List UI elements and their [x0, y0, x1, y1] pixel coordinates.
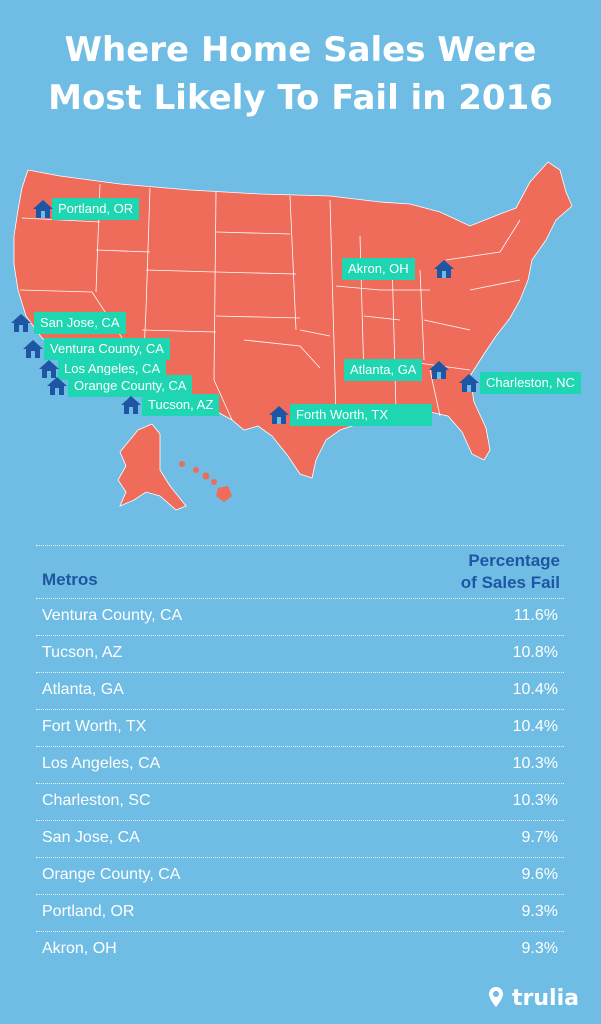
house-icon	[33, 200, 53, 218]
fail-percentage: 9.3%	[521, 903, 558, 920]
metro-name: San Jose, CA	[42, 829, 140, 846]
map-label-fort-worth: Forth Worth, TX	[290, 404, 432, 426]
map-label-san-jose: San Jose, CA	[34, 312, 126, 334]
metro-name: Tucson, AZ	[42, 644, 123, 661]
metro-name: Portland, OR	[42, 903, 135, 920]
house-icon	[121, 396, 141, 414]
fail-percentage: 9.6%	[521, 866, 558, 883]
metro-name: Charleston, SC	[42, 792, 151, 809]
logo-text: trulia	[512, 986, 579, 1011]
house-icon	[269, 406, 289, 424]
map-label-ventura-county: Ventura County, CA	[44, 338, 170, 360]
metro-name: Los Angeles, CA	[42, 755, 161, 772]
house-icon	[429, 361, 449, 379]
trulia-logo: trulia	[488, 986, 579, 1011]
map-label-akron: Akron, OH	[342, 258, 415, 280]
page-title: Where Home Sales Were Most Likely To Fai…	[0, 26, 601, 122]
metro-name: Orange County, CA	[42, 866, 181, 883]
fail-percentage: 11.6%	[513, 607, 558, 624]
col-header-percentage-line1: Percentage	[468, 551, 560, 570]
map-label-atlanta: Atlanta, GA	[344, 359, 423, 381]
metros-table: Metros Percentage of Sales Fail Ventura …	[36, 545, 564, 968]
table-row: Atlanta, GA 10.4%	[36, 672, 564, 709]
col-header-percentage-line2: of Sales Fail	[460, 573, 560, 592]
hawaii-shape	[179, 461, 232, 502]
table-row: Charleston, SC 10.3%	[36, 783, 564, 820]
title-line-1: Where Home Sales Were	[64, 30, 537, 70]
map-label-orange-county: Orange County, CA	[68, 375, 193, 397]
metro-name: Atlanta, GA	[42, 681, 124, 698]
table-row: Ventura County, CA 11.6%	[36, 598, 564, 635]
table-top-divider	[36, 545, 564, 546]
map-label-portland: Portland, OR	[52, 198, 140, 220]
house-icon	[23, 340, 43, 358]
table-row: Tucson, AZ 10.8%	[36, 635, 564, 672]
map-pin-icon	[489, 987, 504, 1007]
map-label-charleston: Charleston, NC	[480, 372, 581, 394]
fail-percentage: 10.3%	[512, 755, 558, 772]
table-row: Fort Worth, TX 10.4%	[36, 709, 564, 746]
house-icon	[39, 360, 59, 378]
col-header-percentage: Percentage of Sales Fail	[461, 550, 560, 594]
house-icon	[11, 314, 31, 332]
table-row: Orange County, CA 9.6%	[36, 857, 564, 894]
title-line-2: Most Likely To Fail in 2016	[48, 78, 553, 118]
table-row: San Jose, CA 9.7%	[36, 820, 564, 857]
house-icon	[47, 377, 67, 395]
fail-percentage: 9.3%	[521, 940, 558, 957]
fail-percentage: 9.7%	[521, 829, 558, 846]
table-row: Akron, OH 9.3%	[36, 931, 564, 968]
table-row: Los Angeles, CA 10.3%	[36, 746, 564, 783]
fail-percentage: 10.4%	[512, 718, 558, 735]
fail-percentage: 10.3%	[512, 792, 558, 809]
table-header: Metros Percentage of Sales Fail	[36, 546, 564, 598]
table-row: Portland, OR 9.3%	[36, 894, 564, 931]
fail-percentage: 10.4%	[512, 681, 558, 698]
col-header-metros: Metros	[42, 570, 98, 589]
metro-name: Akron, OH	[42, 940, 117, 957]
map-label-tucson: Tucson, AZ	[142, 394, 220, 416]
metro-name: Fort Worth, TX	[42, 718, 147, 735]
house-icon	[459, 374, 479, 392]
house-icon	[434, 260, 454, 278]
table-body: Ventura County, CA 11.6% Tucson, AZ 10.8% …	[36, 598, 564, 968]
metro-name: Ventura County, CA	[42, 607, 183, 624]
map-label-los-angeles: Los Angeles, CA	[58, 358, 167, 380]
alaska-shape	[117, 423, 187, 511]
fail-percentage: 10.8%	[512, 644, 558, 661]
